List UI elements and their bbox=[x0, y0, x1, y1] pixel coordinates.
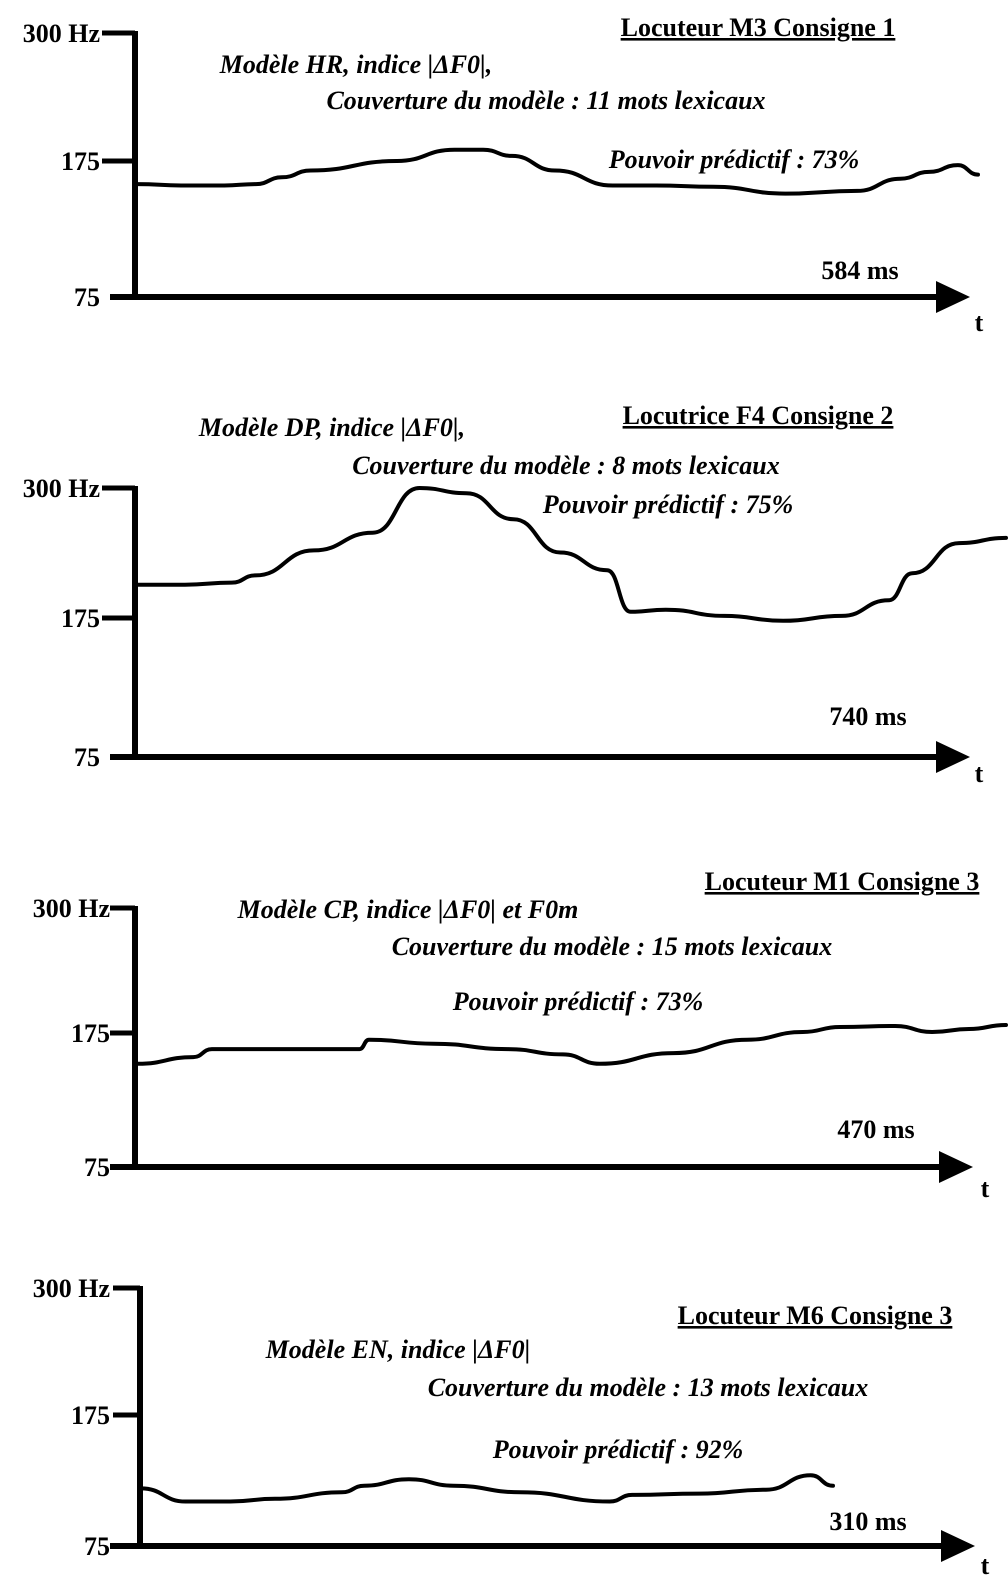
y-tick-label: 175 bbox=[71, 1019, 110, 1048]
annotation-3: Pouvoir prédictif : 92% bbox=[492, 1435, 744, 1464]
annotation-2: Couverture du modèle : 8 mots lexicaux bbox=[352, 451, 780, 480]
panel-4: 300 Hz 175 75 Locuteur M6 Consigne 3 Modèle … bbox=[33, 1274, 990, 1576]
y-tick-label: 175 bbox=[61, 604, 100, 633]
y-tick-label: 175 bbox=[71, 1401, 110, 1430]
panel-1: 300 Hz 175 75 Locuteur M3 Consigne 1 Modèle … bbox=[23, 13, 984, 337]
x-axis-label: t bbox=[975, 308, 984, 337]
annotation-2: Couverture du modèle : 15 mots lexicaux bbox=[392, 932, 833, 961]
panel-title: Locuteur M6 Consigne 3 bbox=[678, 1301, 953, 1330]
annotation-2: Couverture du modèle : 13 mots lexicaux bbox=[428, 1373, 869, 1402]
f0-contour-line bbox=[136, 1023, 1008, 1066]
x-axis-arrowhead bbox=[936, 281, 970, 313]
panel-3: 300 Hz 175 75 Locuteur M1 Consigne 3 Modèle … bbox=[33, 867, 1008, 1203]
panel-title: Locuteur M1 Consigne 3 bbox=[705, 867, 980, 896]
panel-2: 300 Hz 175 75 Locutrice F4 Consigne 2 Modèle… bbox=[23, 401, 1008, 788]
x-axis-arrowhead bbox=[939, 1151, 973, 1183]
annotation-1: Modèle EN, indice |ΔF0| bbox=[265, 1335, 531, 1364]
duration-label: 470 ms bbox=[837, 1115, 914, 1144]
f0-contour-line bbox=[139, 1473, 835, 1504]
y-tick-label: 300 Hz bbox=[23, 474, 100, 503]
duration-label: 310 ms bbox=[829, 1507, 906, 1536]
f0-contour-line bbox=[136, 147, 980, 196]
y-tick-label: 175 bbox=[61, 147, 100, 176]
y-tick-label: 300 Hz bbox=[33, 1274, 110, 1303]
y-tick-label: 300 Hz bbox=[23, 19, 100, 48]
y-tick-label: 75 bbox=[74, 283, 100, 312]
x-axis-arrowhead bbox=[941, 1530, 975, 1562]
annotation-3: Pouvoir prédictif : 75% bbox=[542, 490, 794, 519]
x-axis-label: t bbox=[981, 1174, 990, 1203]
duration-label: 740 ms bbox=[829, 702, 906, 731]
f0-contour-line bbox=[136, 486, 1008, 623]
y-tick-label: 300 Hz bbox=[33, 894, 110, 923]
y-tick-label: 75 bbox=[84, 1153, 110, 1182]
duration-label: 584 ms bbox=[821, 256, 898, 285]
x-axis-arrowhead bbox=[936, 741, 970, 773]
annotation-1: Modèle HR, indice |ΔF0|, bbox=[219, 50, 493, 79]
annotation-1: Modèle DP, indice |ΔF0|, bbox=[198, 413, 465, 442]
annotation-1: Modèle CP, indice |ΔF0| et F0m bbox=[237, 895, 579, 924]
y-tick-label: 75 bbox=[74, 743, 100, 772]
x-axis-label: t bbox=[981, 1551, 990, 1576]
annotation-2: Couverture du modèle : 11 mots lexicaux bbox=[326, 86, 765, 115]
panel-title: Locutrice F4 Consigne 2 bbox=[623, 401, 894, 430]
annotation-3: Pouvoir prédictif : 73% bbox=[452, 987, 704, 1016]
annotation-3: Pouvoir prédictif : 73% bbox=[608, 145, 860, 174]
panel-title: Locuteur M3 Consigne 1 bbox=[621, 13, 896, 42]
x-axis-label: t bbox=[975, 759, 984, 788]
y-tick-label: 75 bbox=[84, 1532, 110, 1561]
